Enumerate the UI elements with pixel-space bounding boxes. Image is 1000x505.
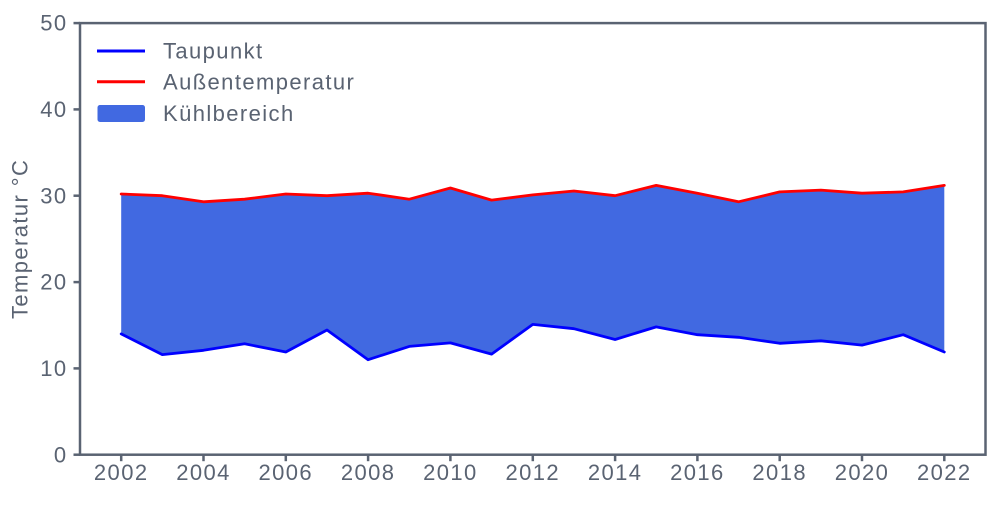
svg-text:2012: 2012	[506, 460, 561, 485]
svg-text:2018: 2018	[752, 460, 807, 485]
svg-text:2002: 2002	[94, 460, 149, 485]
svg-text:2020: 2020	[835, 460, 890, 485]
svg-text:30: 30	[40, 183, 67, 208]
svg-text:50: 50	[40, 11, 67, 36]
svg-text:2006: 2006	[259, 460, 314, 485]
svg-text:Taupunkt: Taupunkt	[163, 39, 264, 64]
svg-text:Außentemperatur: Außentemperatur	[163, 69, 355, 94]
svg-text:2010: 2010	[423, 460, 478, 485]
svg-text:2022: 2022	[917, 460, 972, 485]
svg-text:2008: 2008	[341, 460, 396, 485]
svg-text:2004: 2004	[176, 460, 231, 485]
svg-text:20: 20	[40, 270, 67, 295]
svg-text:2016: 2016	[670, 460, 725, 485]
svg-text:40: 40	[40, 97, 67, 122]
svg-text:Temperatur °C: Temperatur °C	[8, 159, 33, 319]
svg-text:0: 0	[54, 442, 68, 467]
svg-text:10: 10	[40, 356, 67, 381]
svg-text:2014: 2014	[588, 460, 643, 485]
svg-text:Kühlbereich: Kühlbereich	[163, 101, 295, 126]
